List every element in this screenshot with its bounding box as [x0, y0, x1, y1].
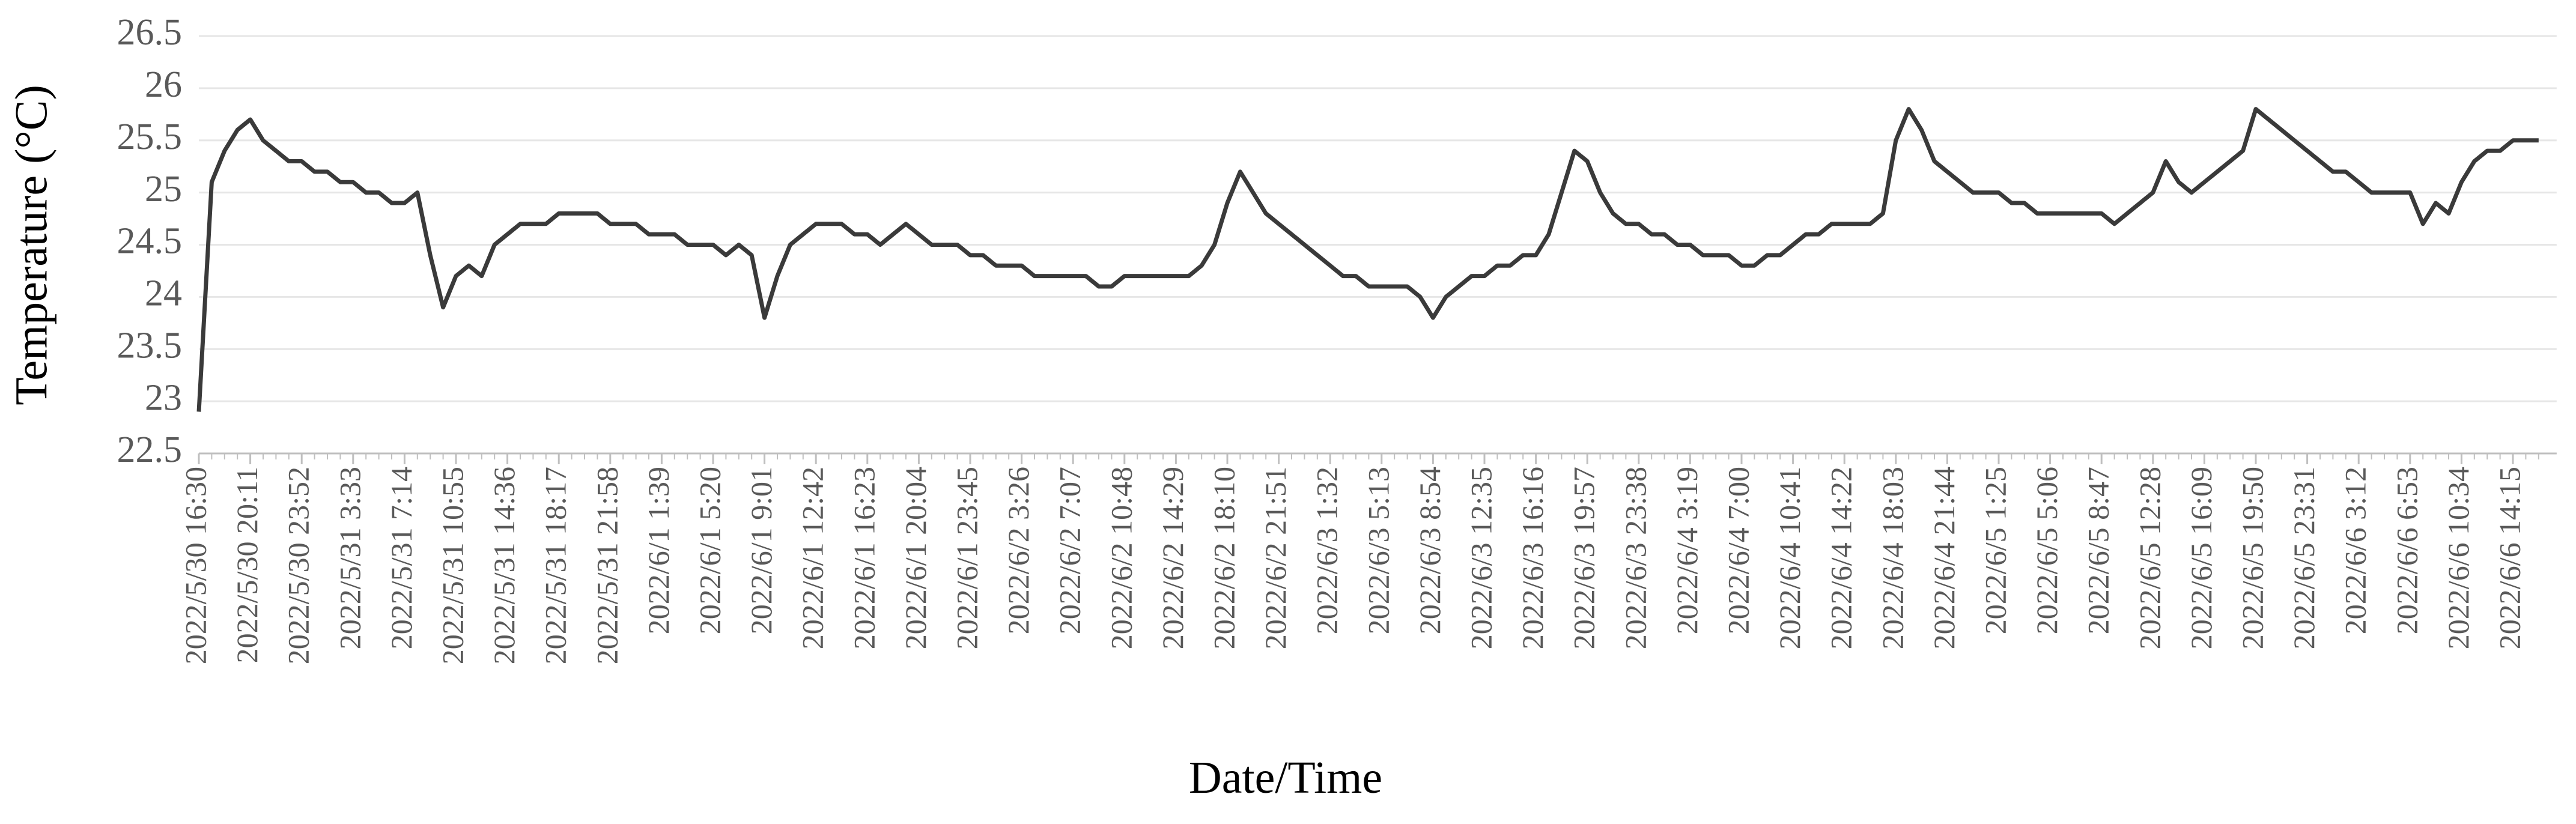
x-tick-label: 2022/6/2 7:07 [1053, 467, 1087, 634]
x-tick-label: 2022/5/31 10:55 [436, 467, 469, 664]
x-tick-label: 2022/6/2 10:48 [1104, 467, 1138, 649]
x-tick-label: 2022/6/4 7:00 [1721, 467, 1755, 634]
x-tick-label: 2022/6/1 1:39 [642, 467, 675, 634]
x-tick-label: 2022/6/3 5:13 [1361, 467, 1395, 634]
x-tick-label: 2022/6/4 14:22 [1824, 467, 1858, 649]
x-tick-label: 2022/6/4 10:41 [1773, 467, 1806, 649]
x-tick-label: 2022/6/3 1:32 [1310, 467, 1344, 634]
x-tick-label: 2022/6/5 12:28 [2133, 467, 2166, 649]
x-tick-label: 2022/6/5 8:47 [2082, 467, 2115, 634]
x-tick-label: 2022/6/1 16:23 [847, 467, 881, 649]
x-tick-label: 2022/6/5 23:31 [2287, 467, 2321, 649]
x-tick-label: 2022/6/5 16:09 [2184, 467, 2218, 649]
x-tick-label: 2022/6/4 3:19 [1670, 467, 1704, 634]
y-tick-label: 23.5 [117, 325, 183, 366]
x-tick-label: 2022/6/3 19:57 [1567, 467, 1601, 649]
x-tick-label: 2022/6/1 23:45 [950, 467, 983, 649]
x-tick-label: 2022/6/2 14:29 [1156, 467, 1189, 649]
y-tick-label: 23 [145, 377, 182, 418]
x-tick-label: 2022/6/1 20:04 [899, 467, 932, 649]
x-tick-label: 2022/6/1 12:42 [796, 467, 830, 649]
x-tick-label: 2022/6/6 14:15 [2492, 467, 2526, 649]
x-tick-label: 2022/6/6 10:34 [2441, 467, 2475, 649]
line-series [196, 107, 2539, 412]
x-tick-label: 2022/5/31 7:14 [384, 467, 418, 649]
x-tick-label: 2022/6/4 18:03 [1876, 467, 1909, 649]
x-tick-label: 2022/5/31 18:17 [539, 467, 573, 664]
x-tick-label: 2022/6/1 9:01 [744, 467, 778, 634]
x-tick-label: 2022/5/30 16:30 [178, 467, 212, 664]
y-tick-label: 25.5 [117, 117, 183, 157]
x-tick-label: 2022/5/31 3:33 [333, 467, 366, 649]
x-tick-label: 2022/6/4 21:44 [1927, 467, 1961, 649]
x-tick-label: 2022/6/5 19:50 [2235, 467, 2269, 649]
y-tick-label: 22.5 [117, 429, 183, 470]
x-tick-label: 2022/6/2 3:26 [1001, 467, 1035, 634]
x-tick-label: 2022/6/6 3:12 [2339, 467, 2372, 634]
y-tick-label: 24.5 [117, 221, 183, 262]
x-tick-label: 2022/6/2 21:51 [1259, 467, 1292, 649]
x-tick-label: 2022/6/5 1:25 [1978, 467, 2012, 634]
x-tick-label: 2022/6/3 16:16 [1516, 467, 1549, 649]
x-tick-label: 2022/6/2 18:10 [1207, 467, 1241, 649]
y-axis-title: Temperature (°C) [6, 85, 56, 405]
y-tick-label: 25 [145, 169, 182, 210]
x-tick-label: 2022/6/1 5:20 [693, 467, 726, 634]
x-tick-label: 2022/6/3 8:54 [1413, 467, 1447, 634]
x-tick-label: 2022/5/31 21:58 [590, 467, 624, 664]
y-tick-label: 26.5 [117, 12, 183, 53]
x-tick-label: 2022/5/31 14:36 [487, 467, 521, 664]
x-tick-label: 2022/6/3 12:35 [1464, 467, 1498, 649]
x-axis-title: Date/Time [1189, 753, 1382, 803]
x-tick-label: 2022/5/30 20:11 [230, 467, 264, 663]
x-tick-label: 2022/6/6 6:53 [2390, 467, 2423, 634]
x-tick-label: 2022/6/3 23:38 [1618, 467, 1652, 649]
x-tick-label: 2022/6/5 5:06 [2030, 467, 2064, 634]
y-tick-label: 26 [145, 64, 182, 105]
y-tick-label: 24 [145, 273, 182, 314]
x-tick-label: 2022/5/30 23:52 [282, 467, 315, 664]
